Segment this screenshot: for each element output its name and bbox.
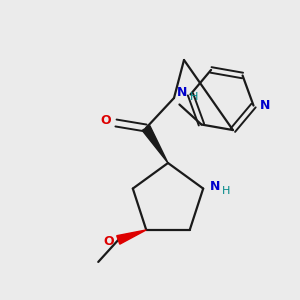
Text: N: N — [177, 86, 187, 100]
Text: H: H — [222, 186, 230, 196]
Polygon shape — [142, 126, 168, 163]
Text: N: N — [260, 99, 271, 112]
Text: H: H — [190, 92, 198, 102]
Text: N: N — [210, 180, 220, 193]
Polygon shape — [117, 230, 146, 244]
Text: O: O — [101, 113, 111, 127]
Text: O: O — [103, 236, 114, 248]
